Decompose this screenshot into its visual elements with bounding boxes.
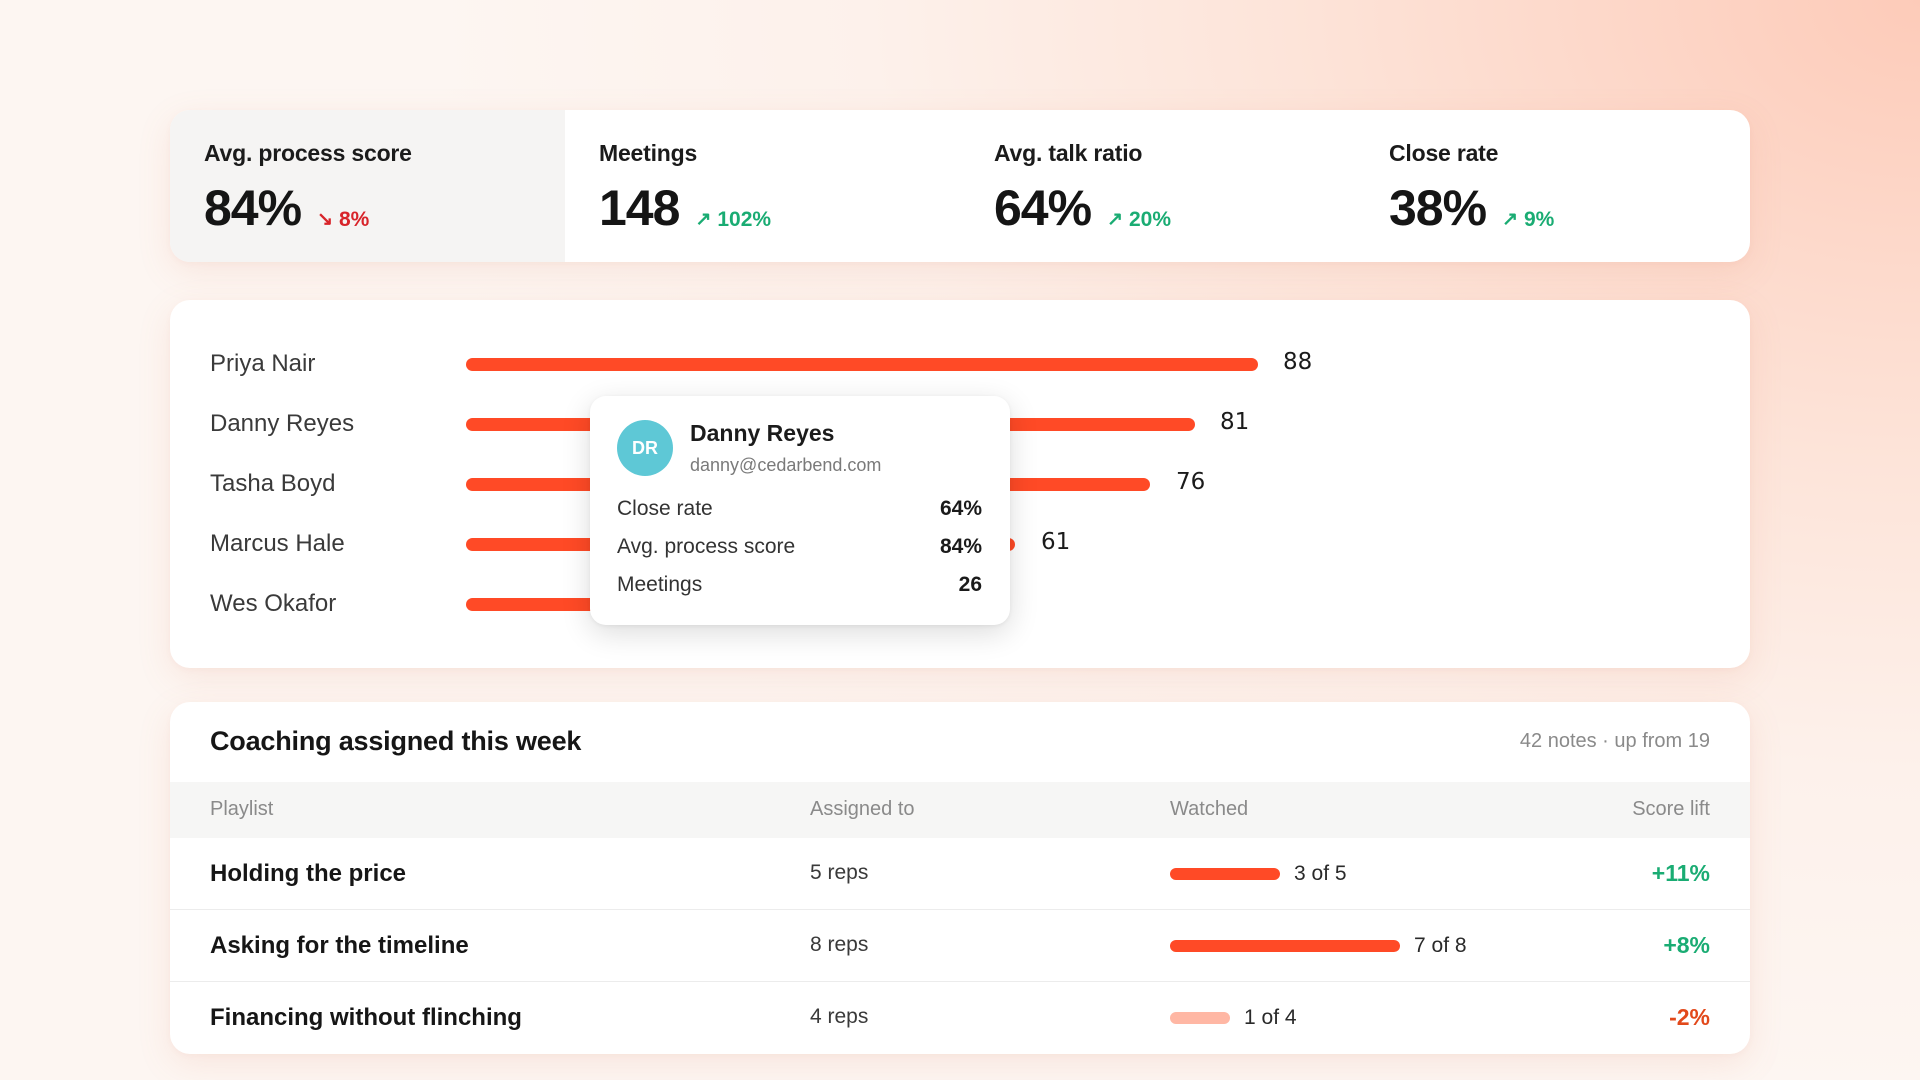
- tooltip-stat-row: Close rate 64%: [617, 497, 982, 535]
- coaching-card: Coaching assigned this week 42 notes · u…: [170, 702, 1750, 1054]
- rep-score-value: 76: [1176, 469, 1206, 495]
- kpi-avg-talk-ratio[interactable]: Avg. talk ratio 64% ↗ 20%: [960, 110, 1355, 262]
- tooltip-rep-name: Danny Reyes: [690, 420, 835, 446]
- watched-bar: [1170, 1012, 1230, 1024]
- rep-name: Marcus Hale: [210, 530, 345, 557]
- kpi-delta-value: 20%: [1129, 207, 1172, 231]
- kpi-delta: ↗ 20%: [1107, 208, 1171, 232]
- tooltip-rep-email: danny@cedarbend.com: [690, 455, 882, 475]
- rep-name: Wes Okafor: [210, 590, 337, 617]
- score-lift: -2%: [1669, 1004, 1710, 1030]
- kpi-meetings[interactable]: Meetings 148 ↗ 102%: [565, 110, 960, 262]
- tooltip-stat-row: Meetings 26: [617, 573, 982, 611]
- avatar: DR: [617, 420, 673, 476]
- rep-score-bar[interactable]: [466, 598, 616, 611]
- score-lift: +11%: [1651, 860, 1710, 886]
- kpi-delta-value: 102%: [717, 207, 772, 231]
- rep-score-chart: Priya Nair 88 Danny Reyes 81 Tasha Boyd …: [170, 300, 1750, 668]
- kpi-label: Avg. talk ratio: [994, 140, 1143, 166]
- watched-bar: [1170, 940, 1400, 952]
- kpi-value: 148: [599, 180, 680, 236]
- kpi-close-rate[interactable]: Close rate 38% ↗ 9%: [1355, 110, 1750, 262]
- tooltip-stat-label: Meetings: [617, 573, 703, 596]
- kpi-delta: ↘ 8%: [317, 208, 369, 232]
- column-header-watched[interactable]: Watched: [1170, 798, 1249, 820]
- column-header-playlist[interactable]: Playlist: [210, 798, 274, 820]
- table-row[interactable]: Asking for the timeline 8 reps 7 of 8 +8…: [170, 910, 1750, 982]
- kpi-delta: ↗ 9%: [1502, 208, 1554, 232]
- rep-tooltip: DR Danny Reyes danny@cedarbend.com Close…: [590, 396, 1010, 625]
- rep-name: Priya Nair: [210, 350, 316, 377]
- trend-down-icon: ↘: [317, 209, 333, 230]
- playlist-name[interactable]: Holding the price: [210, 860, 407, 887]
- table-row[interactable]: Holding the price 5 reps 3 of 5 +11%: [170, 838, 1750, 910]
- watched-bar: [1170, 868, 1280, 880]
- kpi-value: 38%: [1389, 180, 1487, 236]
- kpi-label: Meetings: [599, 140, 698, 166]
- watched-progress: 1 of 4: [1170, 1006, 1297, 1030]
- watched-progress: 3 of 5: [1170, 862, 1347, 886]
- table-header: Playlist Assigned to Watched Score lift: [170, 782, 1750, 838]
- kpi-strip: Avg. process score 84% ↘ 8% Meetings 148…: [170, 110, 1750, 262]
- tooltip-stat-value: 84%: [939, 535, 982, 558]
- coaching-summary: 42 notes · up from 19: [1519, 730, 1710, 752]
- kpi-delta: ↗ 102%: [695, 208, 771, 232]
- playlist-name[interactable]: Financing without flinching: [210, 1004, 522, 1031]
- score-lift: +8%: [1663, 932, 1710, 958]
- watched-count: 1 of 4: [1244, 1006, 1297, 1029]
- assigned-count: 5 reps: [810, 861, 869, 884]
- rep-row[interactable]: Priya Nair 88: [170, 344, 1750, 384]
- rep-score-value: 88: [1283, 349, 1313, 375]
- rep-score-value: 81: [1220, 409, 1250, 435]
- trend-up-icon: ↗: [695, 209, 712, 230]
- playlist-name[interactable]: Asking for the timeline: [210, 932, 469, 959]
- column-header-score-lift[interactable]: Score lift: [1632, 798, 1710, 820]
- kpi-delta-value: 9%: [1524, 207, 1555, 231]
- rep-score-bar[interactable]: [466, 358, 1258, 371]
- trend-up-icon: ↗: [1502, 209, 1518, 230]
- tooltip-stat-label: Avg. process score: [617, 535, 796, 558]
- kpi-label: Avg. process score: [204, 140, 412, 166]
- section-title: Coaching assigned this week: [210, 726, 582, 756]
- assigned-count: 4 reps: [810, 1005, 869, 1028]
- rep-name: Danny Reyes: [210, 410, 355, 437]
- rep-row[interactable]: Wes Okafor: [170, 584, 1750, 624]
- kpi-delta-value: 8%: [339, 207, 370, 231]
- watched-count: 3 of 5: [1294, 862, 1347, 885]
- kpi-value: 84%: [204, 180, 302, 236]
- watched-progress: 7 of 8: [1170, 934, 1467, 958]
- tooltip-stat-value: 26: [958, 573, 982, 596]
- rep-score-value: 61: [1041, 529, 1071, 555]
- watched-count: 7 of 8: [1414, 934, 1467, 957]
- tooltip-stat-row: Avg. process score 84%: [617, 535, 982, 573]
- tooltip-stat-label: Close rate: [617, 497, 713, 520]
- trend-up-icon: ↗: [1107, 209, 1123, 230]
- column-header-assigned[interactable]: Assigned to: [810, 798, 915, 820]
- table-row[interactable]: Financing without flinching 4 reps 1 of …: [170, 982, 1750, 1054]
- kpi-avg-process-score[interactable]: Avg. process score 84% ↘ 8%: [170, 110, 565, 262]
- rep-name: Tasha Boyd: [210, 470, 336, 497]
- tooltip-stat-value: 64%: [939, 497, 982, 520]
- kpi-value: 64%: [994, 180, 1092, 236]
- assigned-count: 8 reps: [810, 933, 869, 956]
- kpi-label: Close rate: [1389, 140, 1499, 166]
